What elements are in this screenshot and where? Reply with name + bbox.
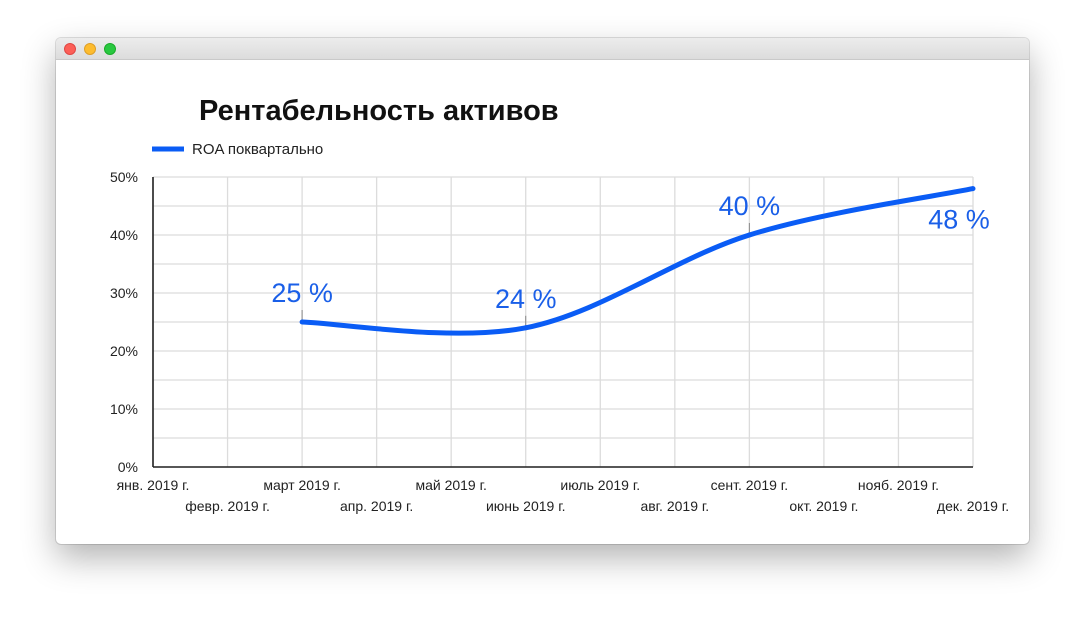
data-point: [746, 232, 752, 238]
x-tick-label: май 2019 г.: [415, 477, 486, 493]
axes: [152, 177, 973, 468]
close-window-button[interactable]: [64, 43, 76, 55]
app-window: Рентабельность активов ROA поквартально …: [56, 38, 1029, 544]
x-tick-label: янв. 2019 г.: [117, 477, 190, 493]
grid-lines: [152, 176, 974, 468]
x-tick-label: сент. 2019 г.: [711, 477, 788, 493]
data-label: 25 %: [271, 278, 333, 308]
x-tick-label: апр. 2019 г.: [340, 498, 413, 514]
x-tick-label: окт. 2019 г.: [789, 498, 858, 514]
x-tick-label: июнь 2019 г.: [486, 498, 566, 514]
chart-title: Рентабельность активов: [199, 95, 559, 127]
x-tick-label: февр. 2019 г.: [185, 498, 270, 514]
x-tick-label: дек. 2019 г.: [937, 498, 1009, 514]
zoom-window-button[interactable]: [104, 43, 116, 55]
series-line-roa: [302, 186, 974, 336]
data-point: [523, 325, 529, 331]
x-axis-tick-labels: янв. 2019 г. февр. 2019 г. март 2019 г. апр…: [117, 477, 1010, 514]
y-tick-label: 50%: [110, 169, 138, 185]
x-tick-label: нояб. 2019 г.: [858, 477, 939, 493]
y-tick-label: 30%: [110, 285, 138, 301]
y-tick-label: 20%: [110, 343, 138, 359]
roa-line-chart: Рентабельность активов ROA поквартально …: [110, 95, 1010, 514]
y-tick-label: 0%: [118, 459, 138, 475]
minimize-window-button[interactable]: [84, 43, 96, 55]
data-label: 40 %: [719, 191, 781, 221]
data-point: [970, 186, 976, 192]
series-roa: [299, 186, 976, 336]
data-labels: 25 % 24 % 40 % 48 %: [271, 191, 989, 314]
x-tick-label: март 2019 г.: [263, 477, 341, 493]
data-label: 48 %: [928, 205, 990, 235]
data-label: 24 %: [495, 284, 557, 314]
legend-label-roa: ROA поквартально: [192, 141, 323, 158]
y-axis-tick-labels: 0% 10% 20% 30% 40% 50%: [110, 169, 138, 475]
window-titlebar: [56, 38, 1029, 60]
y-tick-label: 40%: [110, 227, 138, 243]
y-tick-label: 10%: [110, 401, 138, 417]
data-point: [299, 319, 305, 325]
x-tick-label: авг. 2019 г.: [640, 498, 709, 514]
x-tick-label: июль 2019 г.: [560, 477, 640, 493]
chart-legend[interactable]: ROA поквартально: [152, 141, 323, 158]
